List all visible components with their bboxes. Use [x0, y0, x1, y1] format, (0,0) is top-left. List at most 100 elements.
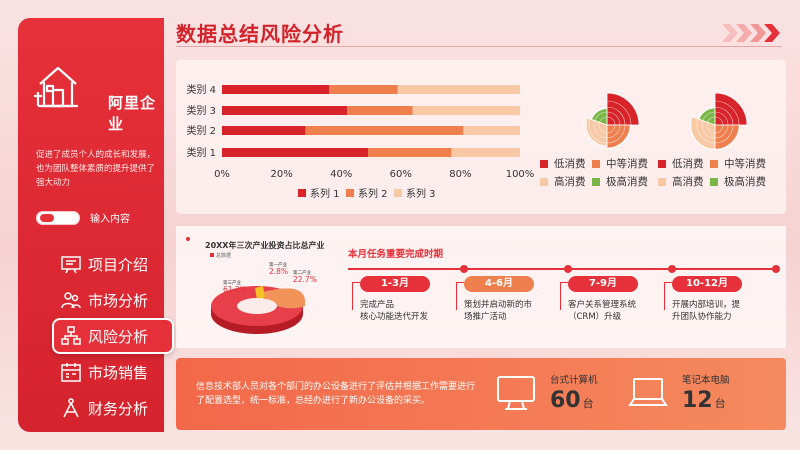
donut-slice-primary [255, 286, 265, 300]
bar-segment [397, 85, 520, 94]
timeline-line [348, 268, 778, 270]
timeline-dot [460, 265, 468, 273]
bar-segment [368, 148, 452, 157]
device-label: 台式计算机 [550, 375, 598, 386]
timeline-dot [564, 265, 572, 273]
presentation-icon [61, 256, 81, 274]
stacked-bar-chart: 类别 1 类别 2 类别 3 类别 4 0% 20% 40% 60% 80% 100% 系列 1 系列… [186, 83, 535, 200]
bar-segment [451, 148, 520, 157]
rose-chart-right [690, 92, 748, 150]
timeline-dot [772, 265, 780, 273]
dot-marker [186, 237, 190, 241]
rose-slice [585, 117, 608, 147]
timeline-dot [668, 265, 676, 273]
rose-legend-item: 高消费 [658, 174, 704, 189]
bar-segment [412, 106, 520, 115]
rose-slice [606, 92, 640, 126]
donut-label-name: 第一产业 [269, 262, 287, 268]
timeline-stage: 4-6月策划并启动新的市 场推广活动 [456, 276, 564, 323]
bar-segment [463, 126, 520, 135]
sidebar-item-finance[interactable]: 财务分析 [54, 390, 174, 426]
rose-legend-item: 中等消费 [592, 156, 648, 171]
sidebar-item-label: 财务分析 [88, 399, 149, 418]
team-icon [61, 292, 81, 309]
category-label: 类别 3 [186, 104, 216, 117]
bar-segment [222, 148, 369, 157]
sidebar-description: 促进了成员个人的成长和发展，也为团队整体素质的提升提供了强大动力 [36, 150, 156, 188]
sidebar-item-label: 市场销售 [88, 363, 149, 382]
rose-legend-item: 极高消费 [710, 174, 766, 189]
house-icon [34, 66, 78, 108]
company-logo: 阿里企业 [34, 62, 164, 133]
legend-swatch [394, 189, 402, 197]
network-icon [61, 326, 81, 345]
sidebar: 阿里企业 促进了成员个人的成长和发展，也为团队整体素质的提升提供了强大动力 输入… [18, 18, 174, 432]
page-title: 数据总结风险分析 [176, 22, 344, 46]
bar-segment [329, 85, 398, 94]
sidebar-item-label: 市场分析 [88, 291, 149, 310]
rose-slice [698, 107, 716, 126]
title-divider [176, 46, 782, 47]
legend-label: 系列 3 [406, 187, 436, 200]
rose-slice [714, 124, 740, 150]
x-tick-label: 100% [506, 169, 535, 180]
summary-panel [176, 358, 786, 430]
input-toggle-row[interactable]: 输入内容 [36, 210, 130, 225]
timeline-stage: 1-3月 完成产品 核心功能迭代开发 [352, 276, 460, 323]
sidebar-item-risk[interactable]: 风险分析 [52, 318, 174, 354]
rose-slice [606, 124, 631, 149]
x-tick-label: 20% [270, 169, 292, 180]
device-laptop: 笔记本电脑 12 台 [628, 372, 730, 413]
sidebar-item-project[interactable]: 项目介绍 [54, 246, 174, 282]
tasks-title: 本月任务重要完成时期 [348, 249, 444, 260]
stage-period: 7-9月 [568, 276, 638, 292]
bar-segment [305, 126, 464, 135]
category-label: 类别 2 [186, 124, 216, 137]
calendar-icon [61, 363, 81, 382]
stage-period: 4-6月 [464, 276, 534, 292]
brand-name: 阿里企业 [108, 94, 157, 133]
legend-swatch [346, 189, 354, 197]
stage-description: 开展内部培训，提 升团队协作能力 [672, 300, 741, 322]
donut-label-value: 2.8% [269, 267, 288, 276]
sidebar-item-sales[interactable]: 市场销售 [54, 354, 174, 390]
bar-segment [347, 106, 413, 115]
device-count: 60 台 [550, 388, 594, 413]
stage-description: 客户关系管理系统 （CRM）升级 [568, 300, 637, 322]
rose-legend-item: 极高消费 [592, 174, 648, 189]
toggle-switch[interactable] [36, 210, 80, 225]
category-label: 类别 1 [186, 146, 216, 159]
donut-label-value: 61.2% [223, 285, 247, 294]
bar-segment [222, 85, 330, 94]
device-desktop: 台式计算机 60 台 [496, 372, 598, 413]
laptop-icon [628, 377, 668, 406]
legend-swatch [298, 189, 306, 197]
legend-label: 系列 2 [358, 187, 388, 200]
timeline-stage: 10-12月开展内部培训，提 升团队协作能力 [664, 276, 772, 323]
legend-label: 系列 1 [310, 187, 340, 200]
category-label: 类别 4 [186, 83, 216, 96]
desktop-icon [497, 375, 535, 410]
donut-label-value: 22.7% [293, 275, 317, 284]
rose-legend-item: 高消费 [540, 174, 586, 189]
sidebar-item-market[interactable]: 市场分析 [54, 282, 174, 318]
sidebar-nav: 项目介绍 市场分析 风险分析 市场销售 财务分析 [52, 246, 174, 426]
rose-slice [690, 116, 716, 150]
rose-legend-item: 中等消费 [710, 156, 766, 171]
stage-description: 策划并启动新的市 场推广活动 [464, 300, 533, 322]
summary-text: 信息技术部人员对各个部门的办公设备进行了评估并根据工作需要进行了配置选型，统一标… [196, 382, 476, 406]
x-tick-label: 40% [330, 169, 352, 180]
rose-legend-item: 低消费 [540, 156, 586, 171]
donut-label-name: 第二产业 [293, 269, 311, 276]
bar-segment [222, 106, 348, 115]
stage-period: 10-12月 [672, 276, 742, 292]
device-label: 笔记本电脑 [682, 375, 730, 386]
donut-chart-title: 20XX年三次产业投资占比总产业 [205, 241, 325, 250]
rose-chart-left [582, 92, 640, 150]
x-tick-label: 0% [214, 169, 230, 180]
rose-legend-item: 低消费 [658, 156, 704, 171]
donut-chart-legend: 总数据 [210, 252, 231, 259]
bar-segment [222, 126, 306, 135]
x-tick-label: 60% [390, 169, 412, 180]
